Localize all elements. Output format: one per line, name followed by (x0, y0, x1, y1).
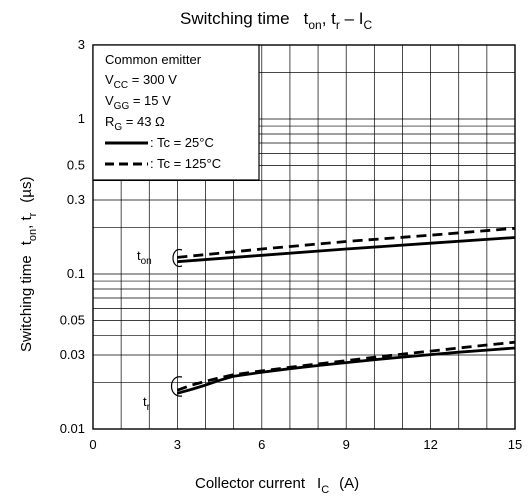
chart-title: Switching time ton, tr – IC (180, 9, 373, 32)
vgg-value: = 15 V (129, 93, 171, 108)
y-tick-label: 0.3 (67, 192, 85, 207)
y-axis-sub-2: r (27, 212, 39, 216)
x-tick-label: 6 (258, 437, 265, 452)
tr-label-sub: r (147, 402, 151, 413)
ton-label-sub: on (141, 256, 152, 267)
y-tick-label: 0.05 (60, 313, 85, 328)
title-part-3-sub: C (364, 18, 373, 32)
tr-curve-label: tr (143, 394, 151, 413)
y-axis-sub-1: on (27, 229, 39, 241)
rg-value: = 43 Ω (122, 114, 165, 129)
ton-bracket (172, 249, 183, 267)
ton-label-t: t (137, 248, 141, 263)
vcc-symbol: V (105, 72, 114, 87)
x-tick-label: 12 (423, 437, 437, 452)
series (176, 226, 516, 395)
series-line-ton-25 (177, 236, 516, 264)
x-axis-title-main: Collector current (195, 475, 306, 492)
x-tick-label: 15 (508, 437, 522, 452)
vgg-symbol: V (105, 93, 114, 108)
vgg-sub: GG (114, 101, 130, 112)
y-axis-unit: (µs) (18, 177, 35, 203)
plot-frame (92, 44, 516, 430)
x-axis-sub: C (321, 484, 329, 496)
y-axis-title: Switching time ton, tr (µs) (18, 177, 39, 352)
x-axis-symbol: I (317, 475, 321, 492)
tick-labels: 0 3 6 9 12 15 0.01 0.03 0.05 0.1 0.3 0.5 1 3 (60, 37, 523, 452)
conditions-line-4: RG = 43 Ω (105, 114, 165, 133)
vcc-sub: CC (114, 80, 128, 91)
title-part-2: , t (322, 9, 336, 28)
y-tick-label: 1 (78, 111, 85, 126)
tr-label-t: t (143, 394, 147, 409)
y-axis-title-main: Switching time (18, 255, 35, 352)
y-tick-label: 3 (78, 37, 85, 52)
conditions-line-2: VCC = 300 V (105, 72, 177, 91)
title-part-2-sub: r (336, 18, 340, 32)
rg-sub: G (114, 122, 122, 133)
legend-25c-label: : Tc = 25°C (150, 135, 214, 150)
series-line-ton-125 (177, 226, 516, 259)
series-line-tr-125 (176, 340, 516, 392)
conditions-line-1: Common emitter (105, 52, 202, 67)
y-tick-label: 0.1 (67, 266, 85, 281)
tr-bracket (170, 376, 183, 397)
y-tick-label: 0.01 (60, 421, 85, 436)
title-part-1-sub: on (308, 18, 321, 32)
y-axis-symbol-1: t (18, 240, 35, 245)
x-tick-label: 0 (89, 437, 96, 452)
x-axis-unit: (A) (339, 475, 359, 492)
x-tick-label: 3 (174, 437, 181, 452)
series-line-tr-25 (177, 346, 516, 395)
legend-125c-label: : Tc = 125°C (150, 156, 221, 171)
y-tick-label: 0.03 (60, 347, 85, 362)
conditions-box (92, 44, 260, 181)
title-part-1: t (304, 9, 309, 28)
vcc-value: = 300 V (128, 72, 177, 87)
title-main: Switching time (180, 9, 290, 28)
title-part-3: – I (340, 9, 364, 28)
x-axis-title: Collector current IC (A) (195, 475, 359, 496)
ton-curve-label: ton (137, 248, 152, 267)
y-tick-label: 0.5 (67, 158, 85, 173)
conditions-line-3: VGG = 15 V (105, 93, 171, 112)
x-tick-label: 9 (343, 437, 350, 452)
y-axis-symbol-2: , t (18, 216, 35, 229)
rg-symbol: R (105, 114, 114, 129)
